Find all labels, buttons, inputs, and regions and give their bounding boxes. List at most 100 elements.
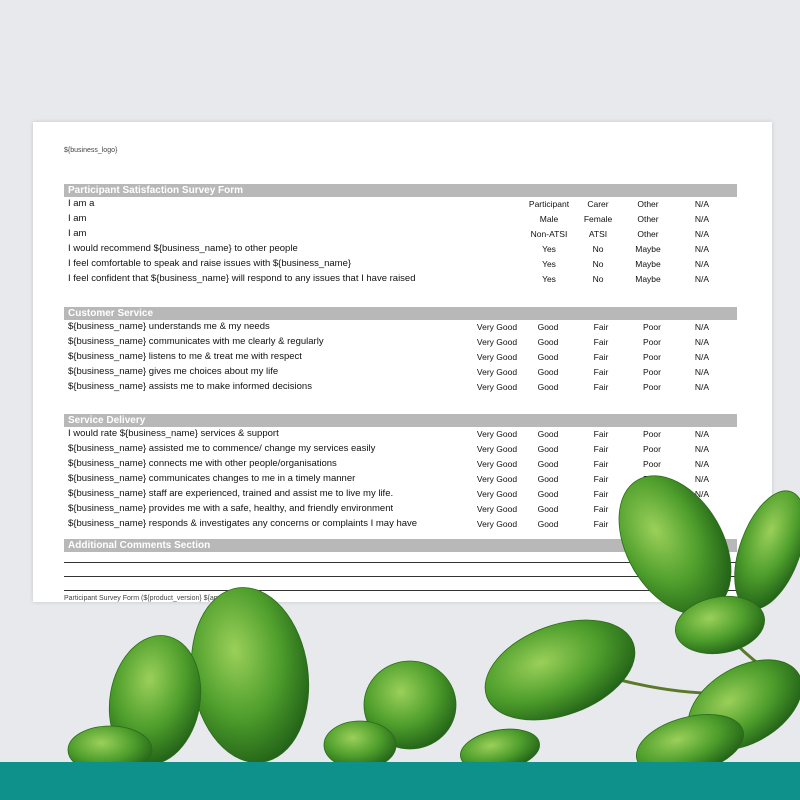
comment-line bbox=[64, 590, 737, 591]
option: Other bbox=[637, 229, 659, 239]
comment-line bbox=[64, 576, 737, 577]
option: Carer bbox=[587, 199, 609, 209]
option: Non-ATSI bbox=[530, 229, 568, 239]
document: ${business_logo} Participant Survey Form… bbox=[33, 122, 772, 602]
option: N/A bbox=[694, 337, 710, 347]
question: ${business_name} connects me with other … bbox=[68, 458, 337, 469]
option: N/A bbox=[694, 367, 710, 377]
option: Fair bbox=[593, 489, 609, 499]
option: Poor bbox=[643, 459, 661, 469]
option: Fair bbox=[593, 504, 609, 514]
option: ATSI bbox=[588, 229, 608, 239]
option: No bbox=[592, 274, 604, 284]
option: Very Good bbox=[476, 429, 518, 439]
option: Fair bbox=[593, 382, 609, 392]
option: Good bbox=[537, 337, 559, 347]
option: Good bbox=[537, 444, 559, 454]
option: Participant bbox=[528, 199, 570, 209]
option: N/A bbox=[694, 259, 710, 269]
option: Female bbox=[583, 214, 613, 224]
option: Other bbox=[637, 214, 659, 224]
question: ${business_name} provides me with a safe… bbox=[68, 503, 394, 514]
option: Fair bbox=[593, 322, 609, 332]
question: ${business_name} communicates changes to… bbox=[68, 473, 356, 484]
option: Good bbox=[537, 459, 559, 469]
option: Good bbox=[537, 367, 559, 377]
option: Good bbox=[537, 382, 559, 392]
option: Maybe bbox=[635, 244, 661, 254]
option: Poor bbox=[643, 444, 661, 454]
option: Poor bbox=[643, 352, 661, 362]
option: N/A bbox=[694, 244, 710, 254]
option: Very Good bbox=[476, 382, 518, 392]
option: N/A bbox=[694, 274, 710, 284]
option: Yes bbox=[542, 244, 556, 254]
option: No bbox=[592, 259, 604, 269]
option: N/A bbox=[694, 382, 710, 392]
question: ${business_name} assisted me to commence… bbox=[68, 443, 376, 454]
question: ${business_name} understands me & my nee… bbox=[68, 321, 270, 332]
question: I am a bbox=[68, 198, 95, 209]
option: Very Good bbox=[476, 489, 518, 499]
option: Fair bbox=[593, 519, 609, 529]
section-title: Customer Service bbox=[68, 308, 154, 319]
option: Very Good bbox=[476, 519, 518, 529]
option: N/A bbox=[694, 214, 710, 224]
option: Fair bbox=[593, 444, 609, 454]
option: Very Good bbox=[476, 459, 518, 469]
option: Poor bbox=[643, 429, 661, 439]
option: Male bbox=[539, 214, 559, 224]
option: N/A bbox=[694, 474, 710, 484]
option: Good bbox=[537, 322, 559, 332]
option: Yes bbox=[542, 259, 556, 269]
option: Good bbox=[537, 352, 559, 362]
option: Fair bbox=[593, 429, 609, 439]
option: Good bbox=[537, 489, 559, 499]
option: Good bbox=[537, 429, 559, 439]
question: I would rate ${business_name} services &… bbox=[68, 428, 279, 439]
section-title: Additional Comments Section bbox=[68, 540, 211, 551]
option: Fair bbox=[593, 474, 609, 484]
question: ${business_name} listens to me & treat m… bbox=[68, 351, 302, 362]
option: Very Good bbox=[476, 474, 518, 484]
option: N/A bbox=[694, 352, 710, 362]
option: Very Good bbox=[476, 504, 518, 514]
option: N/A bbox=[694, 489, 710, 499]
option: Very Good bbox=[476, 337, 518, 347]
option: Poor bbox=[643, 322, 661, 332]
option: Poor bbox=[643, 382, 661, 392]
section-title: Service Delivery bbox=[68, 415, 146, 426]
question: I am bbox=[68, 228, 87, 239]
footer: Participant Survey Form (${product_versi… bbox=[64, 595, 259, 602]
option: N/A bbox=[694, 459, 710, 469]
option: Good bbox=[537, 519, 559, 529]
option: Fair bbox=[593, 352, 609, 362]
question: I feel confident that ${business_name} w… bbox=[68, 273, 416, 284]
option: Fair bbox=[593, 459, 609, 469]
section-header: Additional Comments Section bbox=[64, 539, 737, 552]
option: N/A bbox=[694, 444, 710, 454]
option: N/A bbox=[694, 199, 710, 209]
question: ${business_name} communicates with me cl… bbox=[68, 336, 324, 347]
question: ${business_name} responds & investigates… bbox=[68, 518, 418, 529]
option: N/A bbox=[694, 429, 710, 439]
option: Fair bbox=[593, 337, 609, 347]
option: Maybe bbox=[635, 259, 661, 269]
option: Very Good bbox=[476, 352, 518, 362]
option: No bbox=[592, 244, 604, 254]
question: ${business_name} staff are experienced, … bbox=[68, 488, 394, 499]
option: Good bbox=[537, 474, 559, 484]
option: Very Good bbox=[476, 367, 518, 377]
footer-band bbox=[0, 762, 800, 800]
section-header: Service Delivery bbox=[64, 414, 737, 427]
question: ${business_name} assists me to make info… bbox=[68, 381, 312, 392]
option: Yes bbox=[542, 274, 556, 284]
question: I would recommend ${business_name} to ot… bbox=[68, 243, 298, 254]
option: Very Good bbox=[476, 322, 518, 332]
option: Poor bbox=[643, 367, 661, 377]
section-title: Participant Satisfaction Survey Form bbox=[68, 185, 244, 196]
question: I am bbox=[68, 213, 87, 224]
option: Fair bbox=[593, 367, 609, 377]
